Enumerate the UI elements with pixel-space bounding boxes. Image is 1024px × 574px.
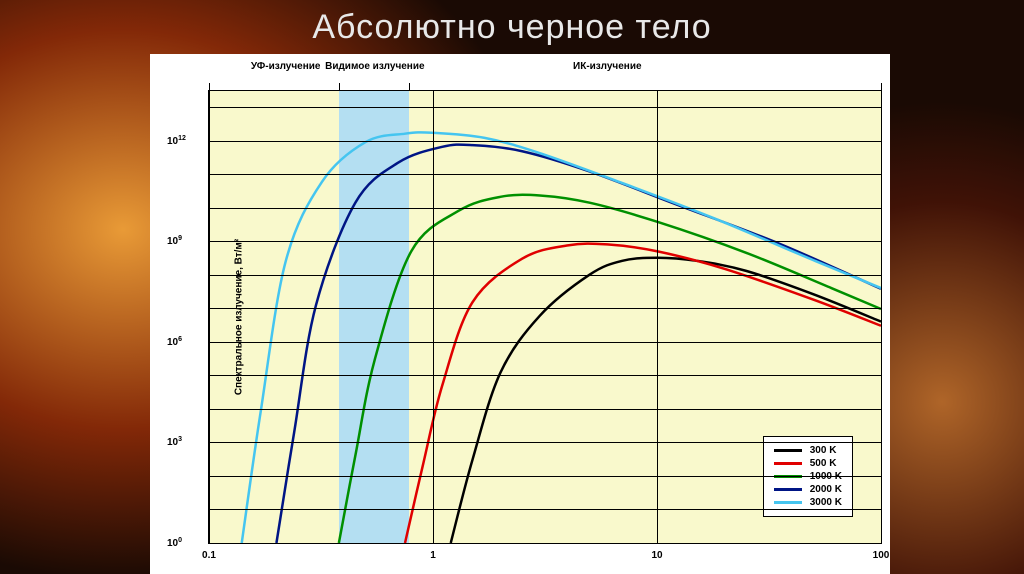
legend-row: 500 K: [774, 458, 842, 469]
y-tick-label: 106: [167, 336, 182, 348]
gridline-h: [209, 107, 881, 108]
legend-row: 3000 K: [774, 497, 842, 508]
legend-swatch: [774, 501, 802, 504]
gridline-h: [209, 509, 881, 510]
y-tick-label: 109: [167, 235, 182, 247]
plot-container: Спектральное излучение, Вт/м² 300 K500 K…: [150, 54, 890, 574]
x-tick-label: 0.1: [202, 550, 216, 561]
gridline-v: [209, 91, 210, 543]
legend-swatch: [774, 462, 802, 465]
chart-area: Спектральное излучение, Вт/м² 300 K500 K…: [208, 90, 882, 544]
legend-swatch: [774, 449, 802, 452]
legend-row: 300 K: [774, 445, 842, 456]
gridline-h: [209, 275, 881, 276]
y-tick-label: 100: [167, 537, 182, 549]
gridline-h: [209, 543, 881, 544]
top-region-label: ИК-излучение: [573, 61, 642, 72]
x-tick-label: 10: [651, 550, 662, 561]
gridline-h: [209, 141, 881, 142]
y-tick-label: 1012: [167, 134, 186, 146]
gridline-v: [881, 91, 882, 543]
legend-label: 3000 K: [810, 497, 842, 508]
legend-label: 500 K: [810, 458, 837, 469]
y-tick-label: 103: [167, 436, 182, 448]
legend-label: 2000 K: [810, 484, 842, 495]
gridline-h: [209, 342, 881, 343]
gridline-v: [657, 91, 658, 543]
x-tick-label: 100: [873, 550, 890, 561]
gridline-h: [209, 476, 881, 477]
gridline-h: [209, 308, 881, 309]
legend-label: 300 K: [810, 445, 837, 456]
gridline-h: [209, 241, 881, 242]
page-title: Абсолютно черное тело: [0, 8, 1024, 47]
gridline-h: [209, 442, 881, 443]
legend-row: 2000 K: [774, 484, 842, 495]
gridline-v: [433, 91, 434, 543]
top-region-label: УФ-излучение: [251, 61, 321, 72]
gridline-h: [209, 174, 881, 175]
legend-swatch: [774, 488, 802, 491]
top-region-label: Видимое излучение: [325, 61, 424, 72]
gridline-h: [209, 208, 881, 209]
gridline-h: [209, 375, 881, 376]
gridline-h: [209, 409, 881, 410]
x-tick-label: 1: [430, 550, 436, 561]
